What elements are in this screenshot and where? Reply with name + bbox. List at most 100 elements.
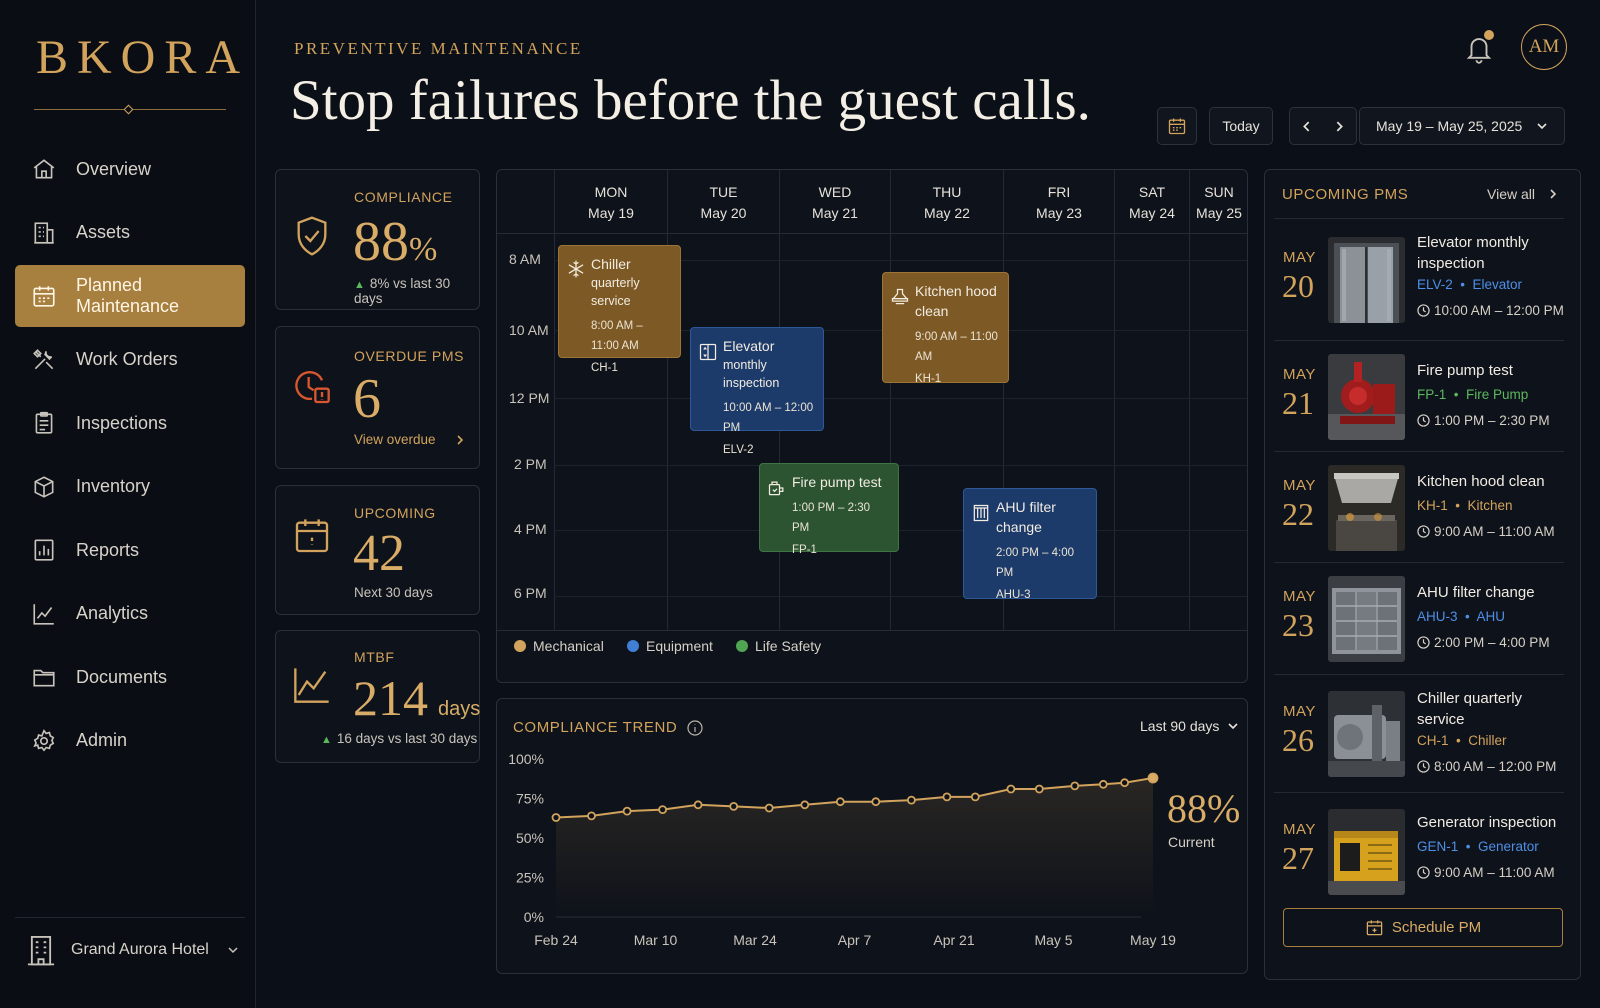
- trend-point: [1120, 778, 1129, 788]
- pm-asset-photo: [1328, 576, 1405, 662]
- sidebar-item-inventory[interactable]: Inventory: [15, 456, 245, 518]
- hotel-selector[interactable]: Grand Aurora Hotel: [15, 917, 245, 981]
- event-ahu-filter[interactable]: AHU filter change 2:00 PM – 4:00 PM AHU-…: [963, 488, 1097, 601]
- pm-asset-tag: GEN-1 • Generator: [1417, 839, 1539, 854]
- upcoming-pm-item[interactable]: MAY 20 Elevator monthly inspection ELV-2 • …: [1274, 219, 1564, 341]
- event-code: FP-1: [792, 544, 817, 556]
- pm-month: MAY: [1283, 703, 1316, 720]
- event-time: 2:00 PM – 4:00 PM: [996, 547, 1074, 579]
- sidebar-item-admin[interactable]: Admin: [15, 710, 245, 772]
- trend-point: [1006, 784, 1016, 794]
- chevron-down-icon: [1227, 720, 1239, 732]
- trend-point: [658, 805, 668, 814]
- sidebar-item-analytics[interactable]: Analytics: [15, 583, 245, 645]
- pm-time: 8:00 AM – 12:00 PM: [1417, 759, 1556, 774]
- today-button[interactable]: Today: [1209, 107, 1273, 145]
- trend-point: [693, 800, 703, 810]
- clock-icon: [1417, 304, 1434, 317]
- chevron-left-icon[interactable]: [1300, 120, 1313, 133]
- day-name: TUE: [709, 184, 738, 200]
- logo-diamond-ornament: [123, 104, 134, 115]
- event-title: Fire pump test: [792, 474, 882, 490]
- info-icon[interactable]: [687, 719, 703, 736]
- pm-day: 20: [1282, 268, 1314, 304]
- bullet-separator: •: [1452, 277, 1473, 292]
- event-subtitle: quarterly service: [591, 276, 640, 308]
- date-range-select[interactable]: May 19 – May 25, 2025: [1359, 107, 1565, 145]
- event-elevator[interactable]: Elevator monthly inspection 10:00 AM – 1…: [690, 327, 824, 456]
- pm-asset-photo: [1328, 691, 1405, 777]
- compliance-delta-text: 8% vs last 30 days: [354, 276, 451, 306]
- sidebar-item-overview[interactable]: Overview: [15, 138, 245, 200]
- day-divider: [1189, 170, 1190, 630]
- pm-type: Elevator: [1472, 277, 1523, 292]
- notification-dot: [1484, 30, 1494, 40]
- calendar-picker-button[interactable]: [1157, 107, 1197, 145]
- pm-month: MAY: [1283, 821, 1316, 838]
- hour-line: [554, 596, 1247, 597]
- day-date: May 21: [812, 205, 858, 221]
- chevron-down-icon: [227, 944, 239, 956]
- day-header-fri: FRI May 23: [1004, 170, 1114, 233]
- sidebar-item-planned-maintenance[interactable]: Planned Maintenance: [15, 265, 245, 327]
- legend-swatch: [736, 640, 748, 652]
- mtbf-card: MTBF 214 days ▲ 16 days vs last 30 days: [275, 630, 480, 763]
- avatar[interactable]: AM: [1521, 24, 1567, 70]
- upcoming-pm-item[interactable]: MAY 21 Fire pump test FP-1 • Fire Pump 1:00 …: [1274, 341, 1564, 452]
- upcoming-pm-item[interactable]: MAY 27 Generator inspection GEN-1 • Generat…: [1274, 793, 1564, 911]
- pm-title: AHU filter change: [1417, 584, 1535, 601]
- chevron-down-icon: [1536, 120, 1548, 132]
- chevron-right-icon[interactable]: [1333, 120, 1346, 133]
- sidebar-item-work-orders[interactable]: Work Orders: [15, 329, 245, 391]
- sidebar-item-assets[interactable]: Assets: [15, 202, 245, 264]
- pm-asset-tag: KH-1 • Kitchen: [1417, 498, 1513, 513]
- upcoming-pm-item[interactable]: MAY 23 AHU filter change AHU-3 • AHU 2:00 PM…: [1274, 563, 1564, 675]
- day-date: May 23: [1036, 205, 1082, 221]
- sidebar-item-label: Inspections: [76, 412, 168, 433]
- event-fire-pump[interactable]: Fire pump test 1:00 PM – 2:30 PM FP-1: [759, 463, 899, 556]
- day-header-sat: SAT May 24: [1115, 170, 1189, 233]
- home-icon: [31, 156, 57, 182]
- trend-point: [551, 813, 561, 822]
- bell-icon[interactable]: [1464, 32, 1494, 66]
- trend-point: [764, 803, 774, 813]
- trend-header: COMPLIANCE TREND: [513, 719, 703, 736]
- pm-asset-photo: [1328, 354, 1405, 440]
- view-all-link[interactable]: View all: [1487, 186, 1559, 202]
- event-title: Elevator: [723, 338, 775, 354]
- view-overdue-link[interactable]: View overdue: [354, 432, 466, 447]
- trend-point: [906, 795, 916, 805]
- day-name: SAT: [1138, 184, 1166, 200]
- event-chiller[interactable]: Chiller quarterly service 8:00 AM – 11:0…: [558, 245, 681, 374]
- clock-icon: [1417, 760, 1434, 773]
- x-tick-label: Apr 7: [838, 932, 872, 948]
- sidebar-item-label: Inventory: [76, 476, 151, 496]
- trend-range-select[interactable]: Last 90 days: [1140, 718, 1239, 734]
- day-name: THU: [932, 184, 962, 200]
- panel-divider: [1274, 218, 1564, 219]
- day-name: WED: [818, 184, 852, 200]
- sidebar-item-reports[interactable]: Reports: [15, 519, 245, 581]
- trend-chart: 100% 75% 50% 25% 0% Feb 24 Mar 10 Mar 24 Apr 7 Ap…: [508, 751, 1176, 948]
- upcoming-pm-item[interactable]: MAY 22 Kitchen hood clean KH-1 • Kitchen 9:0…: [1274, 452, 1564, 563]
- x-tick-label: Apr 21: [933, 932, 974, 948]
- sidebar-item-inspections[interactable]: Inspections: [15, 392, 245, 454]
- pm-month: MAY: [1283, 588, 1316, 605]
- mtbf-number: 214: [353, 670, 428, 726]
- bullet-separator: •: [1448, 733, 1469, 748]
- schedule-pm-button[interactable]: Schedule PM: [1283, 908, 1563, 947]
- legend-swatch: [514, 640, 526, 652]
- upcoming-pm-item[interactable]: MAY 26 Chiller quarterly service CH-1 • Chi…: [1274, 675, 1564, 793]
- day-name: SUN: [1204, 184, 1234, 200]
- pm-type: Generator: [1478, 839, 1539, 854]
- clock-icon: [1417, 636, 1434, 649]
- upcoming-pms-title: UPCOMING PMS: [1282, 186, 1409, 203]
- hour-line: [554, 530, 1247, 531]
- sidebar-item-documents[interactable]: Documents: [15, 646, 245, 708]
- event-code: AHU-3: [996, 589, 1031, 601]
- legend-equipment: Equipment: [627, 638, 713, 654]
- pm-asset-tag: ELV-2 • Elevator: [1417, 277, 1522, 292]
- x-tick-label: May 19: [1130, 932, 1176, 948]
- y-tick-label: 75%: [516, 791, 544, 807]
- event-kitchen-hood[interactable]: Kitchen hood clean 9:00 AM – 11:00 AM KH…: [882, 272, 1009, 385]
